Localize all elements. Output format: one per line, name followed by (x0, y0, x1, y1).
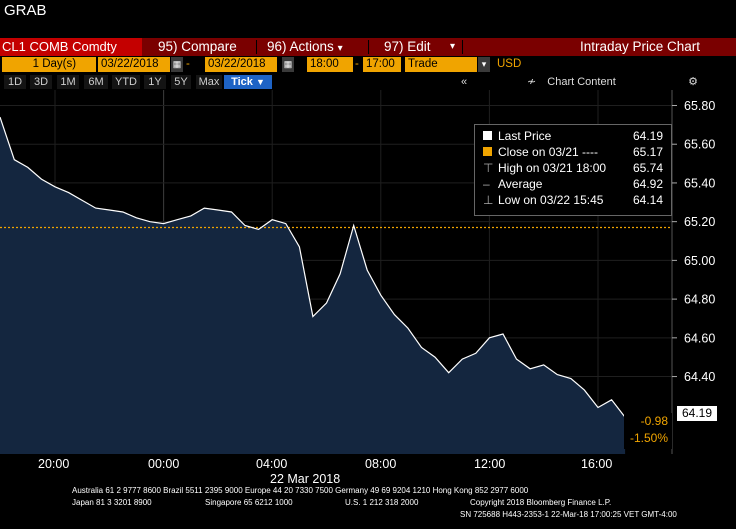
footer-copyright: Copyright 2018 Bloomberg Finance L.P. (470, 498, 612, 507)
x-tick-label: 16:00 (581, 457, 613, 471)
range-button-6m[interactable]: 6M (84, 75, 108, 89)
actions-number: 96) (267, 39, 287, 54)
legend-low-icon: ⊥ (483, 193, 494, 207)
legend-last-price: Last Price (483, 129, 551, 143)
edit-button[interactable]: 97) Edit (384, 38, 431, 56)
compare-number: 95) (158, 39, 178, 54)
price-area (0, 117, 626, 454)
compare-label: Compare (181, 39, 237, 54)
end-time-field[interactable]: 17:00 (363, 57, 401, 72)
legend-value: 65.17 (632, 145, 663, 159)
legend-low: ⊥ Low on 03/22 15:45 (483, 193, 603, 207)
last-price-tag: 64.19 (677, 406, 717, 421)
footer-contacts: Australia 61 2 9777 8600 Brazil 5511 239… (72, 486, 529, 495)
edit-number: 97) (384, 39, 404, 54)
compare-button[interactable]: 95) Compare (158, 38, 237, 56)
end-date-field[interactable]: 03/22/2018 (205, 57, 277, 72)
x-tick-label: 12:00 (474, 457, 506, 471)
toolbar-divider (462, 40, 463, 54)
date-label: 22 Mar 2018 (270, 472, 341, 486)
time-range-dash: - (355, 58, 359, 70)
toolbar-divider (368, 40, 369, 54)
y-tick-label: 64.80 (684, 293, 715, 307)
legend-average-icon: – (483, 177, 490, 191)
date-range-dash: - (186, 58, 190, 70)
calendar-icon[interactable]: ▦ (282, 57, 294, 72)
legend-swatch-icon (483, 131, 492, 140)
range-button-ytd[interactable]: YTD (112, 75, 140, 89)
chart-title: Intraday Price Chart (580, 39, 701, 54)
legend-high-icon: ⊤ (483, 161, 494, 175)
event-dropdown-icon[interactable]: ▾ (478, 57, 490, 72)
chart-content-icon: ≁ (527, 76, 537, 88)
collapse-icon[interactable]: « (450, 75, 478, 89)
price-chart[interactable]: 65.80 65.60 65.40 65.20 65.00 64.80 64.60 64.40 (0, 90, 736, 454)
legend-value: 64.19 (632, 129, 663, 143)
y-tick-label: 65.40 (684, 176, 715, 190)
event-select[interactable]: Trade (405, 57, 477, 72)
range-button-1m[interactable]: 1M (57, 75, 79, 89)
footer-japan: Japan 81 3 3201 8900 (72, 498, 152, 507)
start-date-field[interactable]: 03/22/2018 (98, 57, 170, 72)
legend-average: – Average (483, 177, 542, 191)
change-pct: -1.50% (629, 431, 668, 445)
app-title: GRAB (4, 2, 47, 19)
period-unit: Day(s) (42, 58, 77, 70)
range-button-3d[interactable]: 3D (30, 75, 52, 89)
legend-label: High on 03/21 18:00 (498, 161, 607, 175)
footer-area (0, 454, 736, 529)
currency-field[interactable]: USD (497, 58, 522, 70)
range-button-5y[interactable]: 5Y (171, 75, 191, 89)
legend-value: 64.92 (632, 177, 663, 191)
y-tick-label: 65.60 (684, 138, 715, 152)
toolbar-divider (256, 40, 257, 54)
legend-label: Low on 03/22 15:45 (498, 193, 604, 207)
footer-us: U.S. 1 212 318 2000 (345, 498, 419, 507)
ticker-field[interactable]: CL1 COMB Comdty (0, 38, 142, 56)
calendar-icon[interactable]: ▦ (171, 57, 183, 72)
legend-label: Last Price (498, 129, 552, 143)
actions-label: Actions (289, 39, 334, 54)
y-tick-label: 64.60 (684, 331, 715, 345)
legend-value: 65.74 (632, 161, 663, 175)
legend-close: Close on 03/21 ---- (483, 145, 598, 159)
x-tick-label: 00:00 (148, 457, 180, 471)
tick-button[interactable]: Tick ▼ (224, 75, 272, 89)
range-button-1y[interactable]: 1Y (144, 75, 166, 89)
legend-value: 64.14 (632, 193, 663, 207)
chart-content-label: Chart Content (547, 76, 616, 88)
edit-dropdown-icon[interactable]: ▾ (450, 41, 456, 52)
price-line (0, 116, 626, 418)
y-tick-label: 65.80 (684, 99, 715, 113)
tick-dropdown-icon: ▼ (255, 77, 265, 87)
footer-singapore: Singapore 65 6212 1000 (205, 498, 293, 507)
period-value: 1 (32, 58, 39, 70)
period-field[interactable]: 1 Day(s) (2, 57, 96, 72)
x-tick-label: 08:00 (365, 457, 397, 471)
start-time-field[interactable]: 18:00 (307, 57, 353, 72)
x-tick-label: 20:00 (38, 457, 70, 471)
y-tick-label: 64.40 (684, 370, 715, 384)
legend-label: Close on 03/21 ---- (498, 145, 599, 159)
chart-content-button[interactable]: ≁ Chart Content (527, 75, 633, 89)
range-button-max[interactable]: Max (196, 75, 222, 89)
y-tick-label: 65.00 (684, 254, 715, 268)
edit-label: Edit (407, 39, 431, 54)
range-button-1d[interactable]: 1D (4, 75, 26, 89)
footer-session: SN 725688 H443-2353-1 22-Mar-18 17:00:25… (460, 510, 677, 519)
legend-label: Average (498, 177, 543, 191)
x-tick-label: 04:00 (256, 457, 288, 471)
gear-icon[interactable]: ⚙ (684, 75, 702, 89)
legend-swatch-icon (483, 147, 492, 156)
actions-button[interactable]: 96) Actions ▾ (267, 38, 343, 56)
change-abs: -0.98 (640, 414, 668, 428)
change-box: -0.98 -1.50% (624, 413, 672, 449)
tick-label: Tick (231, 76, 253, 88)
chart-legend: Last Price 64.19 Close on 03/21 ---- 65.… (474, 124, 672, 216)
legend-high: ⊤ High on 03/21 18:00 (483, 161, 606, 175)
y-tick-label: 65.20 (684, 215, 715, 229)
actions-dropdown-icon: ▾ (337, 43, 343, 54)
